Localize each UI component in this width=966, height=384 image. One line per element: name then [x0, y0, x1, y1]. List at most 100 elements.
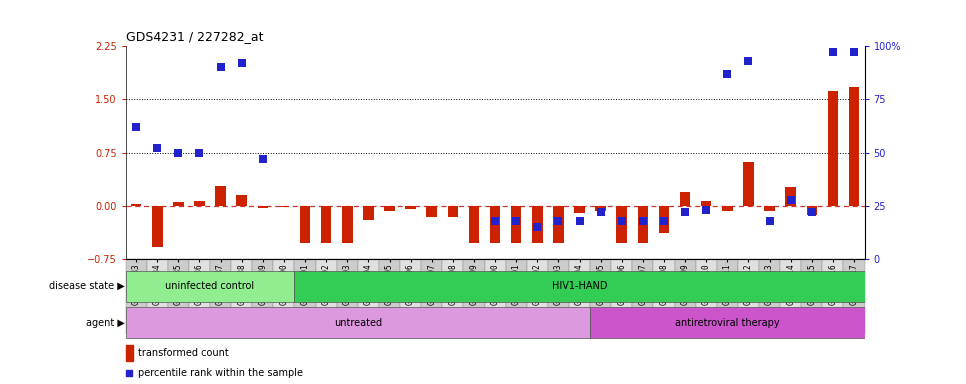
Point [593, 209, 609, 215]
Bar [717, 259, 738, 334]
Bar [764, 206, 775, 211]
Bar [659, 206, 669, 233]
Bar [215, 186, 226, 206]
Text: transformed count: transformed count [138, 348, 229, 358]
Bar [316, 259, 337, 334]
Point [614, 218, 630, 224]
Bar [801, 259, 822, 334]
Point [677, 209, 693, 215]
Text: GDS4231 / 227282_at: GDS4231 / 227282_at [126, 30, 263, 43]
Bar [526, 259, 548, 334]
Bar [653, 259, 674, 334]
Bar [231, 259, 252, 334]
Bar [633, 259, 653, 334]
Bar [490, 206, 500, 243]
Bar [485, 259, 505, 334]
Bar [738, 259, 759, 334]
Bar [379, 259, 400, 334]
Bar [342, 206, 353, 243]
Bar [189, 259, 210, 334]
Bar [722, 206, 732, 211]
Bar [590, 259, 611, 334]
Point [508, 218, 524, 224]
Point [762, 218, 778, 224]
Point [128, 124, 144, 130]
Bar [152, 206, 162, 247]
Point [488, 218, 503, 224]
Point [234, 60, 249, 66]
Bar [295, 259, 316, 334]
Point [783, 197, 799, 203]
Bar [447, 206, 458, 217]
Point [171, 149, 186, 156]
Bar [173, 202, 184, 206]
Point [698, 207, 714, 213]
Point [741, 58, 756, 64]
Bar [130, 205, 141, 206]
Bar [743, 162, 753, 206]
Bar [147, 259, 168, 334]
Bar [126, 307, 590, 338]
Text: percentile rank within the sample: percentile rank within the sample [138, 368, 303, 378]
Bar [511, 206, 522, 243]
Bar [237, 195, 247, 206]
Bar [357, 259, 379, 334]
Bar [126, 270, 295, 302]
Bar [781, 259, 801, 334]
Bar [701, 201, 712, 206]
Bar [321, 206, 331, 243]
Point [572, 218, 587, 224]
Bar [400, 259, 421, 334]
Bar [126, 259, 147, 334]
Bar [426, 206, 437, 217]
Bar [532, 206, 543, 243]
Bar [278, 206, 289, 207]
Bar [548, 259, 569, 334]
Text: uninfected control: uninfected control [165, 281, 255, 291]
Bar [696, 259, 717, 334]
Bar [828, 91, 838, 206]
Bar [421, 259, 442, 334]
Point [551, 218, 566, 224]
Text: agent ▶: agent ▶ [86, 318, 125, 328]
Bar [849, 86, 860, 206]
Bar [822, 259, 843, 334]
Point [825, 50, 840, 56]
Bar [464, 259, 485, 334]
Point [213, 64, 228, 70]
Bar [210, 259, 231, 334]
Bar [442, 259, 464, 334]
Bar [680, 192, 691, 206]
Bar [406, 206, 416, 209]
Text: disease state ▶: disease state ▶ [49, 281, 125, 291]
Point [191, 149, 207, 156]
Bar [126, 345, 133, 361]
Bar [252, 259, 273, 334]
Bar [595, 206, 606, 211]
Point [636, 218, 651, 224]
Point [150, 145, 165, 151]
Bar [299, 206, 310, 243]
Bar [616, 206, 627, 243]
Bar [469, 206, 479, 243]
Bar [569, 259, 590, 334]
Bar [759, 259, 781, 334]
Point [804, 209, 819, 215]
Text: antiretroviral therapy: antiretroviral therapy [675, 318, 780, 328]
Bar [337, 259, 357, 334]
Bar [638, 206, 648, 243]
Point [846, 50, 862, 56]
Bar [384, 206, 395, 211]
Bar [505, 259, 526, 334]
Bar [674, 259, 696, 334]
Bar [363, 206, 374, 220]
Bar [168, 259, 189, 334]
Point [521, 295, 536, 301]
Bar [295, 270, 865, 302]
Text: untreated: untreated [334, 318, 382, 328]
Bar [273, 259, 295, 334]
Point [656, 218, 671, 224]
Point [529, 224, 545, 230]
Text: HIV1-HAND: HIV1-HAND [552, 281, 608, 291]
Bar [590, 307, 865, 338]
